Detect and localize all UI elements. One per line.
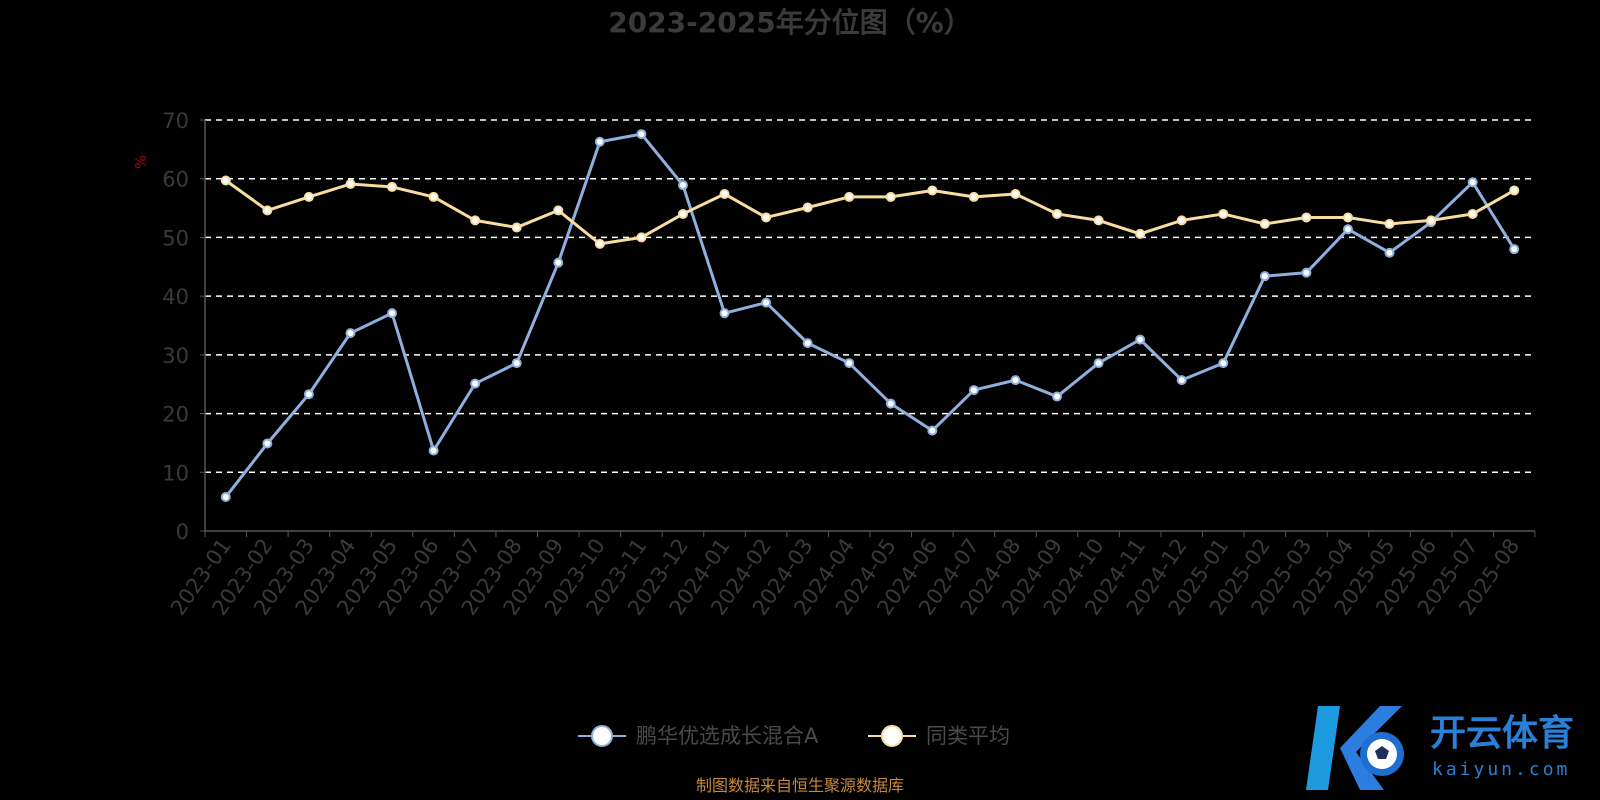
chart-title: 2023-2025年分位图（%） (608, 6, 972, 39)
data-point[interactable] (636, 232, 647, 243)
y-tick-label: 50 (162, 226, 189, 250)
data-point[interactable] (345, 328, 356, 339)
data-point[interactable] (303, 191, 314, 202)
data-point[interactable] (1426, 215, 1437, 226)
data-point[interactable] (1301, 212, 1312, 223)
legend-item-series-2[interactable]: 同类平均 (868, 724, 1010, 748)
data-point[interactable] (885, 398, 896, 409)
data-point[interactable] (1259, 218, 1270, 229)
data-point[interactable] (594, 136, 605, 147)
data-point[interactable] (1259, 271, 1270, 282)
data-point[interactable] (1176, 215, 1187, 226)
data-point[interactable] (1467, 208, 1478, 219)
y-axis-label: % (132, 155, 150, 169)
data-point[interactable] (1052, 391, 1063, 402)
data-point[interactable] (1384, 218, 1395, 229)
data-point[interactable] (1301, 267, 1312, 278)
data-point[interactable] (262, 205, 273, 216)
data-point[interactable] (677, 208, 688, 219)
y-tick-label: 40 (162, 285, 189, 309)
y-tick-label: 30 (162, 344, 189, 368)
watermark-domain: kaiyun.com (1432, 759, 1570, 780)
y-tick-label: 0 (176, 520, 189, 544)
data-point[interactable] (1384, 247, 1395, 258)
series-line (224, 132, 1516, 498)
data-point[interactable] (220, 491, 231, 502)
data-point[interactable] (470, 378, 481, 389)
data-point[interactable] (1509, 185, 1520, 196)
data-point[interactable] (470, 215, 481, 226)
source-note: 制图数据来自恒生聚源数据库 (696, 776, 904, 795)
data-point[interactable] (511, 358, 522, 369)
data-point[interactable] (553, 205, 564, 216)
series-2 (220, 175, 1520, 249)
data-point[interactable] (1342, 212, 1353, 223)
data-point[interactable] (594, 238, 605, 249)
legend-marker-series-2 (881, 725, 903, 747)
series-lines (220, 129, 1520, 502)
y-tick-label: 20 (162, 403, 189, 427)
legend-label-series-2: 同类平均 (926, 724, 1010, 748)
data-point[interactable] (345, 178, 356, 189)
y-tick-label: 70 (162, 109, 189, 133)
data-point[interactable] (927, 425, 938, 436)
legend: 鹏华优选成长混合A 同类平均 (578, 724, 1010, 748)
data-point[interactable] (885, 191, 896, 202)
legend-marker-series-1 (591, 725, 613, 747)
data-point[interactable] (636, 129, 647, 140)
data-point[interactable] (1467, 177, 1478, 188)
series-line (224, 179, 1515, 246)
x-axis-ticks: 2023-012023-022023-032023-042023-052023-… (166, 531, 1536, 620)
data-point[interactable] (1176, 375, 1187, 386)
data-point[interactable] (844, 358, 855, 369)
y-tick-label: 10 (162, 461, 189, 485)
data-point[interactable] (511, 222, 522, 233)
data-point[interactable] (1010, 188, 1021, 199)
watermark-logo-icon (1306, 706, 1404, 790)
data-point[interactable] (968, 191, 979, 202)
data-point[interactable] (802, 202, 813, 213)
data-point[interactable] (1218, 208, 1229, 219)
data-point[interactable] (719, 308, 730, 319)
data-point[interactable] (1010, 375, 1021, 386)
data-point[interactable] (387, 181, 398, 192)
series-1 (220, 129, 1520, 502)
data-point[interactable] (968, 385, 979, 396)
y-tick-label: 60 (162, 168, 189, 192)
data-point[interactable] (303, 389, 314, 400)
data-point[interactable] (1052, 208, 1063, 219)
data-point[interactable] (387, 308, 398, 319)
data-point[interactable] (761, 212, 772, 223)
watermark: 开云体育 kaiyun.com (1306, 706, 1574, 790)
data-point[interactable] (1218, 358, 1229, 369)
data-point[interactable] (1135, 228, 1146, 239)
data-point[interactable] (1093, 358, 1104, 369)
axes (204, 120, 1535, 532)
data-point[interactable] (927, 185, 938, 196)
data-point[interactable] (677, 180, 688, 191)
data-point[interactable] (844, 191, 855, 202)
legend-item-series-1[interactable]: 鹏华优选成长混合A (578, 724, 819, 748)
data-point[interactable] (1135, 334, 1146, 345)
data-point[interactable] (802, 338, 813, 349)
data-point[interactable] (428, 445, 439, 456)
data-point[interactable] (220, 175, 231, 186)
data-point[interactable] (553, 257, 564, 268)
data-point[interactable] (262, 438, 273, 449)
grid-lines (205, 119, 1535, 474)
data-point[interactable] (761, 297, 772, 308)
y-axis-ticks: 0 10 20 30 40 50 60 70 (162, 109, 205, 544)
data-point[interactable] (1093, 215, 1104, 226)
data-point[interactable] (719, 188, 730, 199)
data-point[interactable] (1342, 224, 1353, 235)
watermark-brand: 开云体育 (1430, 713, 1574, 754)
legend-label-series-1: 鹏华优选成长混合A (636, 724, 819, 748)
data-point[interactable] (1509, 244, 1520, 255)
data-point[interactable] (428, 191, 439, 202)
